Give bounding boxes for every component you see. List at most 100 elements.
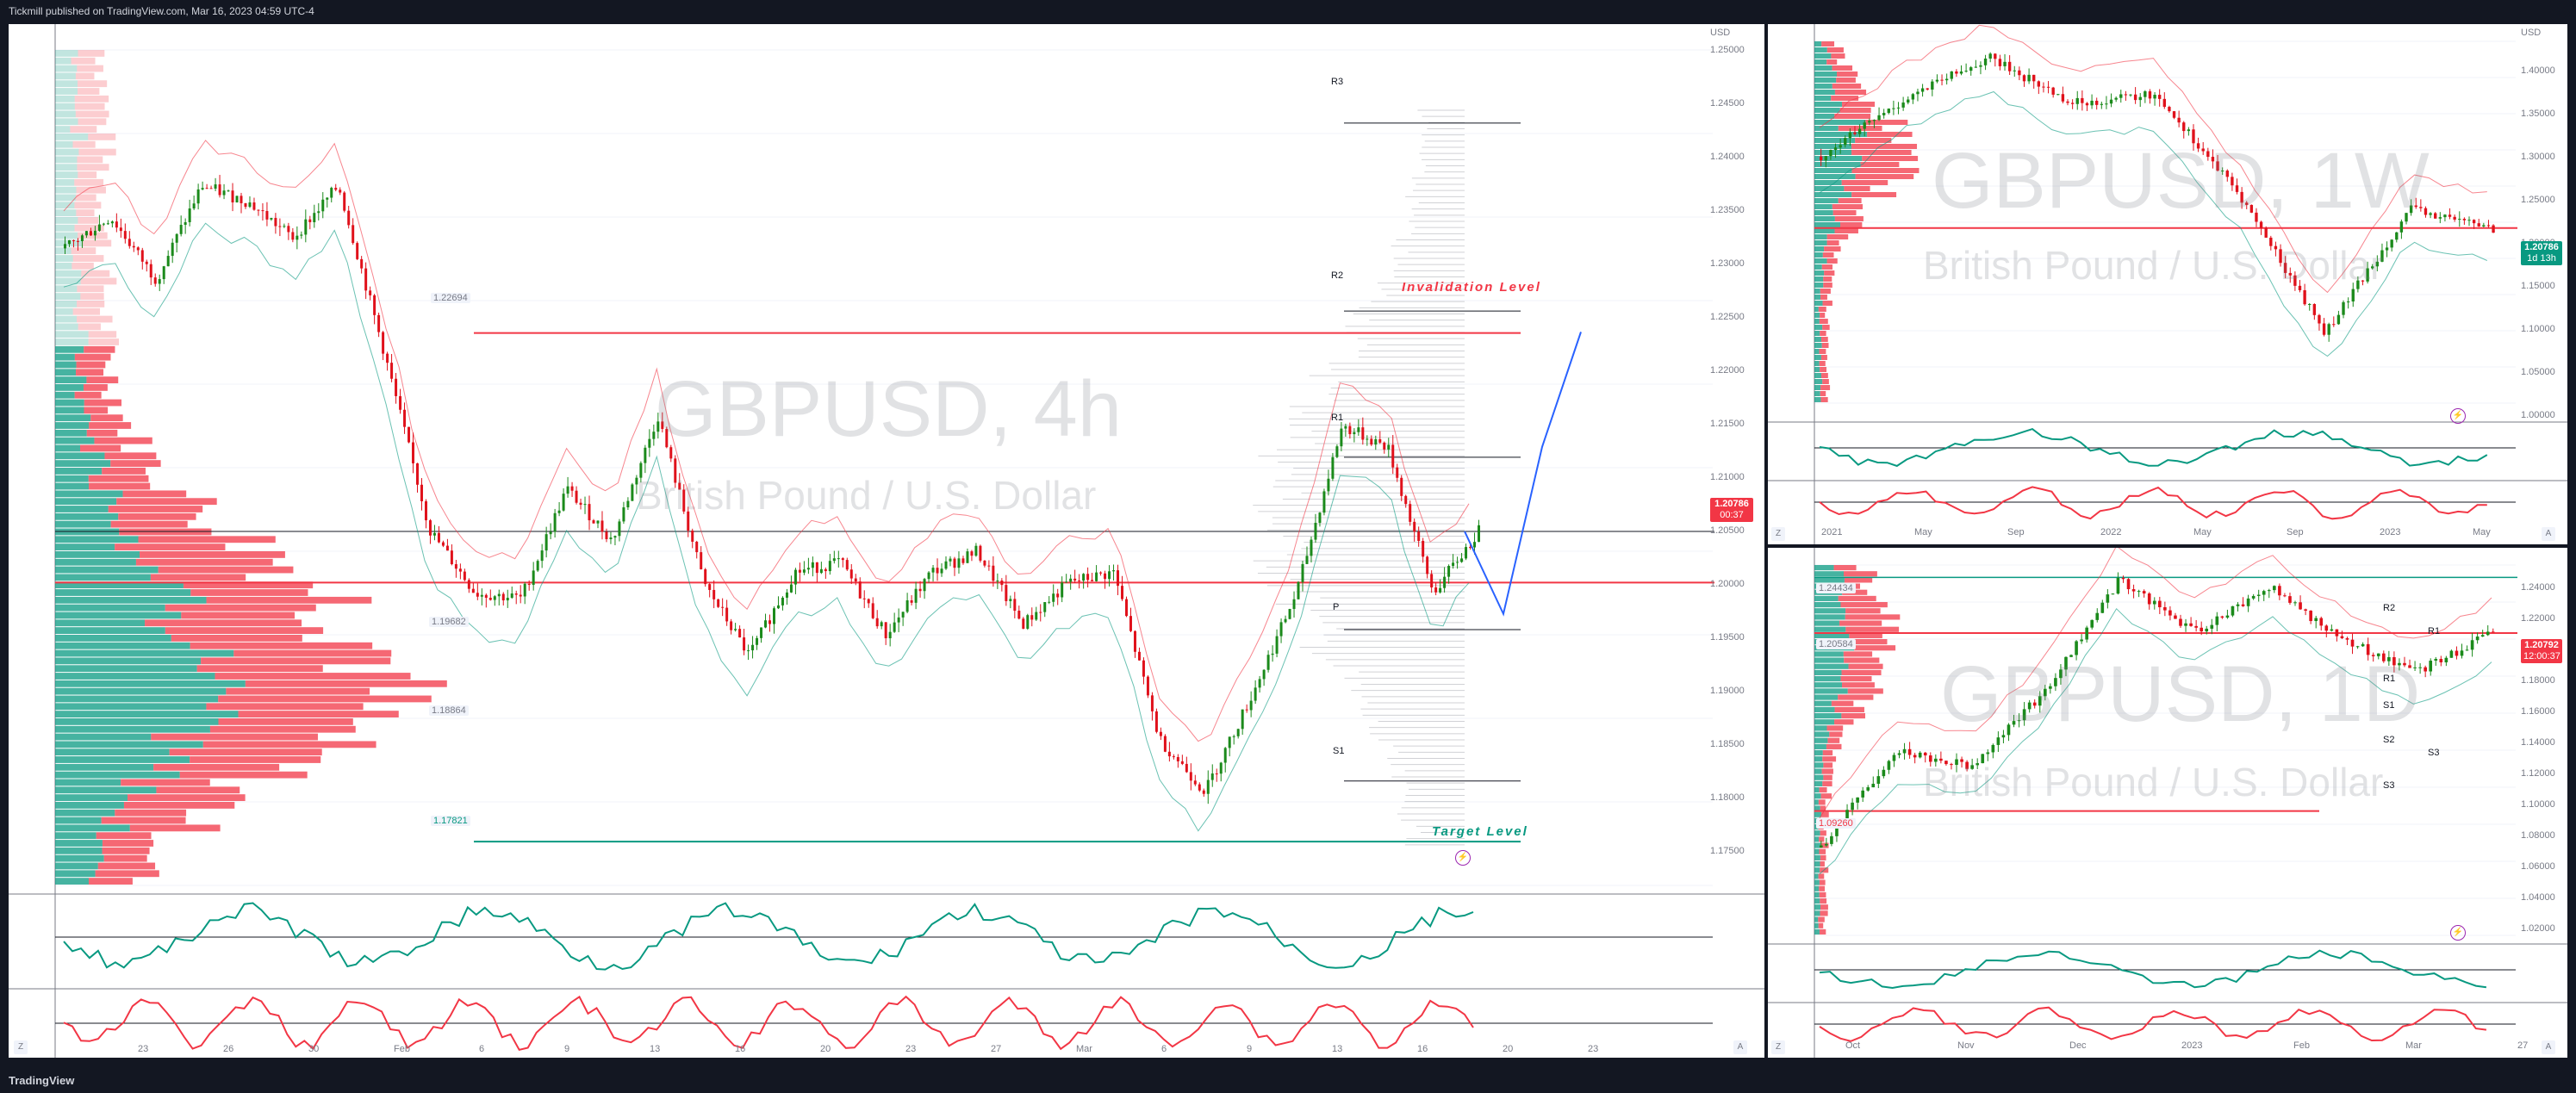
volume-profile-down-bar bbox=[1819, 928, 1826, 935]
candle-body bbox=[1142, 660, 1145, 677]
candle-body bbox=[858, 581, 862, 599]
volume-profile-up-bar bbox=[1814, 367, 1820, 372]
corner-z-4h[interactable]: Z bbox=[14, 1040, 28, 1054]
price-pill-high-1d: 1.24434 bbox=[1816, 583, 1856, 593]
chart-4h-svg[interactable] bbox=[9, 24, 1764, 1058]
candle-body bbox=[2177, 117, 2181, 123]
candle-body bbox=[1223, 748, 1227, 763]
candle-body bbox=[639, 463, 643, 478]
candle-body bbox=[2027, 74, 2031, 82]
candle-body bbox=[2095, 100, 2099, 105]
volume-profile-up-bar bbox=[1814, 234, 1827, 239]
candle-body bbox=[832, 558, 836, 562]
chart-1d-svg[interactable] bbox=[1768, 548, 2567, 1058]
candle-body bbox=[2387, 656, 2391, 661]
volume-profile-down-bar bbox=[88, 331, 117, 338]
volume-profile-down-bar bbox=[1827, 737, 1840, 743]
volume-profile-up-bar bbox=[1814, 114, 1835, 119]
chart-4h-panel[interactable]: GBPUSD, 4h British Pound / U.S. Dollar U… bbox=[9, 24, 1764, 1058]
target-level-label: Target Level bbox=[1432, 824, 1528, 839]
volume-profile-up-bar bbox=[55, 657, 202, 665]
volume-profile-up-bar bbox=[55, 642, 190, 649]
volume-profile-up-bar bbox=[1814, 793, 1821, 799]
volume-profile-down-bar bbox=[75, 110, 109, 118]
volume-profile-down-bar bbox=[1818, 307, 1826, 312]
volume-profile-up-bar bbox=[55, 414, 91, 422]
volume-profile-up-bar bbox=[55, 57, 72, 65]
candle-body bbox=[1215, 773, 1218, 775]
candle-body bbox=[1473, 542, 1477, 548]
overlay-upper-line bbox=[1819, 24, 2487, 294]
volume-profile-down-bar bbox=[1845, 626, 1900, 632]
candle-body bbox=[339, 189, 342, 193]
candle-body bbox=[1844, 138, 1847, 146]
candle-body bbox=[527, 583, 531, 586]
volume-profile-down-bar bbox=[102, 840, 154, 847]
candle-body bbox=[592, 520, 595, 524]
y-axis-tick-1d: 1.24000 bbox=[2521, 582, 2555, 593]
lightning-icon-1w[interactable]: ⚡ bbox=[2450, 408, 2466, 424]
volume-profile-down-bar bbox=[1819, 787, 1827, 793]
tradingview-logo[interactable]: TradingView bbox=[9, 1074, 75, 1087]
volume-profile-down-bar bbox=[102, 847, 150, 854]
candle-body bbox=[897, 617, 900, 623]
chart-1d-panel[interactable]: GBPUSD, 1D British Pound / U.S. Dollar 1… bbox=[1768, 548, 2567, 1058]
candle-body bbox=[966, 551, 969, 563]
candle-body bbox=[501, 593, 505, 601]
lightning-icon-1d[interactable]: ⚡ bbox=[2450, 925, 2466, 941]
pivot-r1b-label-1d: R1 bbox=[2383, 674, 2396, 684]
volume-profile-up-bar bbox=[55, 862, 98, 870]
candle-body bbox=[2215, 616, 2219, 625]
candle-body bbox=[2392, 656, 2396, 666]
x-axis-tick-1w: May bbox=[2473, 527, 2491, 537]
volume-profile-down-bar bbox=[165, 604, 316, 612]
corner-z-1w[interactable]: Z bbox=[1771, 527, 1785, 541]
volume-profile-up-bar bbox=[1814, 620, 1839, 626]
volume-profile-down-bar bbox=[1841, 180, 1888, 185]
volume-profile-up-bar bbox=[55, 369, 77, 376]
volume-profile-up-bar bbox=[1814, 682, 1842, 688]
candle-body bbox=[1000, 581, 1004, 586]
volume-profile-up-bar bbox=[1814, 780, 1823, 786]
volume-profile-down-bar bbox=[145, 619, 302, 627]
candle-body bbox=[1955, 759, 1958, 766]
candle-body bbox=[1297, 581, 1300, 599]
chart-1w-svg[interactable] bbox=[1768, 24, 2567, 544]
candle-body bbox=[2066, 101, 2069, 103]
volume-profile-down-bar bbox=[218, 718, 353, 725]
volume-profile-down-bar bbox=[1832, 210, 1857, 215]
candle-body bbox=[751, 644, 755, 651]
volume-profile-up-bar bbox=[55, 475, 89, 482]
candle-body bbox=[1314, 523, 1317, 540]
candle-body bbox=[1896, 107, 1901, 109]
candle-body bbox=[2395, 232, 2399, 240]
candle-body bbox=[806, 568, 810, 570]
candle-body bbox=[914, 588, 918, 603]
candle-body bbox=[579, 502, 582, 506]
volume-profile-up-bar bbox=[55, 224, 75, 232]
volume-profile-down-bar bbox=[1819, 879, 1826, 885]
corner-a-1w[interactable]: A bbox=[2542, 527, 2555, 541]
volume-profile-down-bar bbox=[1824, 246, 1841, 252]
volume-profile-down-bar bbox=[75, 72, 95, 80]
candle-body bbox=[2126, 579, 2131, 590]
lightning-icon-4h[interactable]: ⚡ bbox=[1455, 850, 1471, 866]
candle-body bbox=[1129, 616, 1132, 631]
volume-profile-up-bar bbox=[1814, 283, 1824, 288]
candle-body bbox=[2278, 586, 2281, 596]
candle-body bbox=[2153, 95, 2156, 99]
candle-body bbox=[2262, 591, 2266, 595]
volume-profile-down-bar bbox=[171, 635, 302, 642]
corner-a-1d[interactable]: A bbox=[2542, 1040, 2555, 1054]
candle-body bbox=[2380, 250, 2384, 262]
candle-body bbox=[128, 239, 131, 246]
candle-body bbox=[149, 264, 152, 278]
corner-a-4h[interactable]: A bbox=[1733, 1040, 1747, 1054]
volume-profile-up-bar bbox=[1814, 669, 1842, 675]
corner-z-1d[interactable]: Z bbox=[1771, 1040, 1785, 1054]
candle-body bbox=[2012, 721, 2016, 725]
y-axis-tick-4h: 1.19000 bbox=[1710, 686, 1745, 696]
volume-profile-down-bar bbox=[138, 536, 276, 543]
chart-1w-panel[interactable]: GBPUSD, 1W British Pound / U.S. Dollar U… bbox=[1768, 24, 2567, 544]
candle-body bbox=[1039, 612, 1042, 613]
